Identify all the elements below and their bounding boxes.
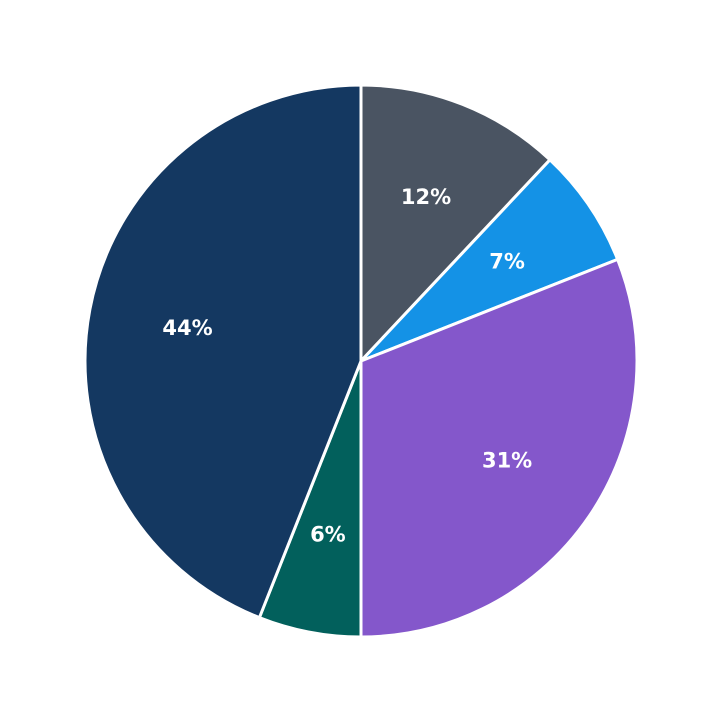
slice-percent-label: 7% (489, 250, 525, 274)
pie-slices (83, 83, 639, 639)
pie-slice-1 (359, 83, 552, 363)
pie-labels: 12% 7% 31% 6% 44% (162, 185, 532, 547)
slice-percent-label: 6% (310, 523, 346, 547)
pie-slice-5 (83, 83, 363, 620)
pie-slice-2 (359, 158, 620, 363)
slice-percent-label: 44% (162, 316, 212, 340)
slice-percent-label: 12% (401, 185, 451, 209)
slice-percent-label: 31% (482, 448, 532, 472)
pie-slice-3 (359, 257, 639, 639)
